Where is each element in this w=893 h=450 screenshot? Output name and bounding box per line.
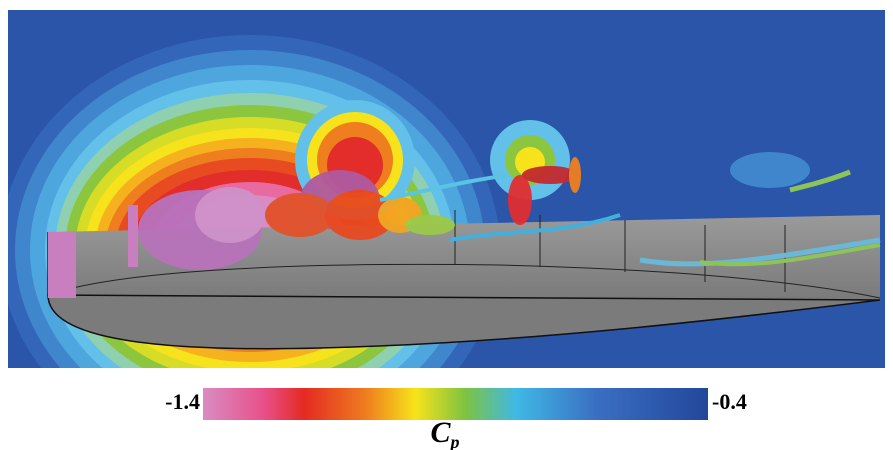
colorbar-min-label: -1.4 [165, 389, 200, 414]
colorbar-title: Cp [430, 416, 459, 450]
colorbar [203, 388, 708, 420]
flow-rendering [0, 10, 885, 450]
colorbar-label-subscript: p [449, 432, 460, 450]
figure: -1.4 -0.4 Cp [0, 0, 893, 450]
colorbar-label: C [430, 416, 451, 449]
page: -1.4 -0.4 Cp (() => { const data = JSON.… [0, 0, 893, 450]
colorbar-max-label: -0.4 [712, 389, 747, 414]
